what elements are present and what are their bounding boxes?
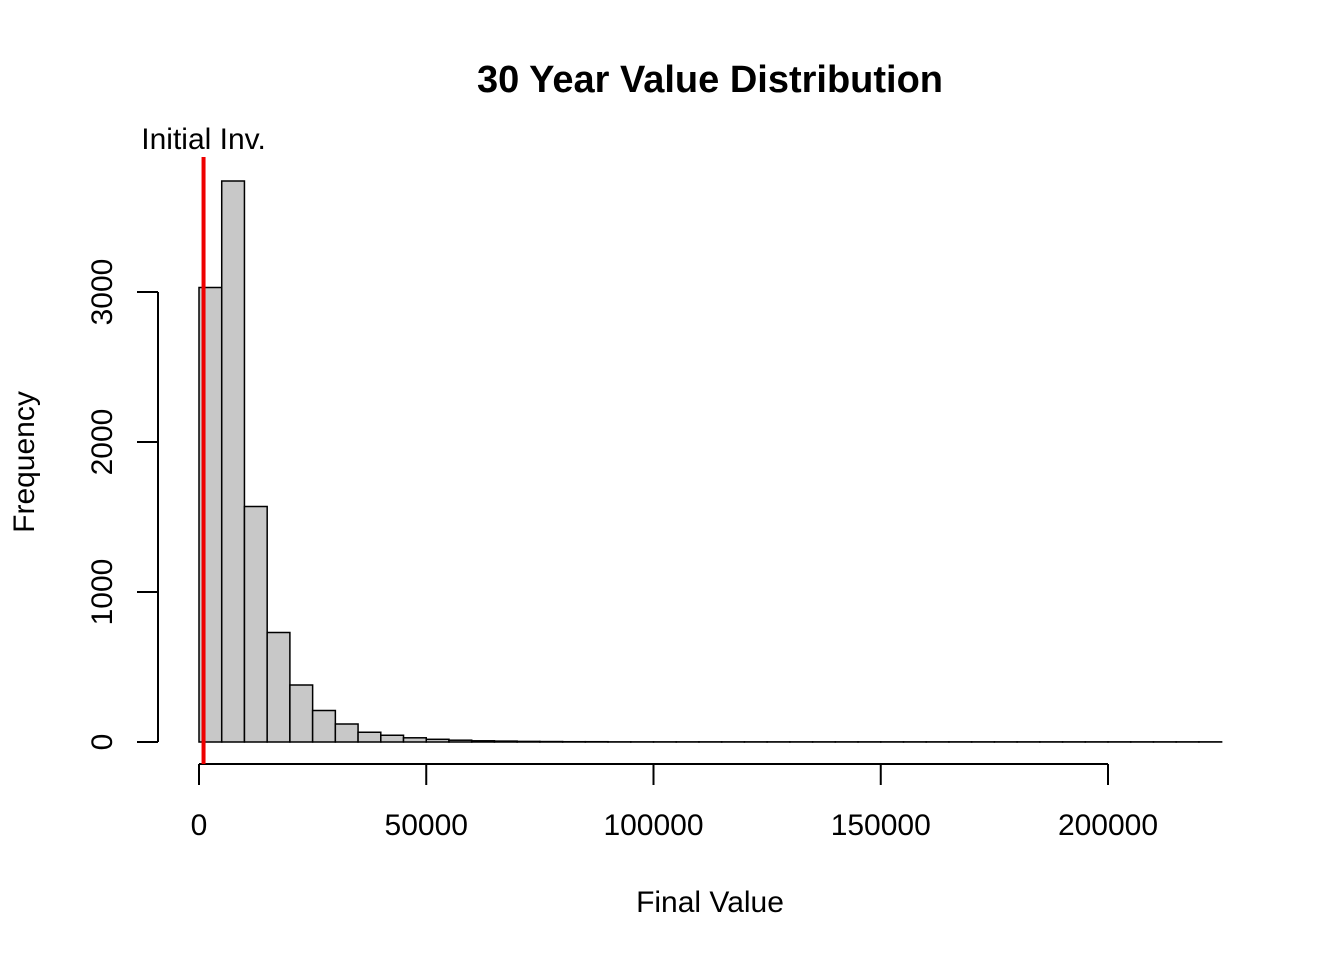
x-ticks: 0 50000 100000 150000 200000 [191, 764, 1158, 842]
histogram-bar [493, 740, 518, 743]
histogram-bar [334, 723, 359, 743]
histogram-bar [516, 740, 541, 743]
histogram-bar [380, 734, 405, 743]
x-tick-label: 200000 [1058, 809, 1158, 842]
y-tick-label: 2000 [86, 409, 119, 476]
y-axis-label: Frequency [8, 391, 41, 533]
histogram-bar [266, 631, 291, 743]
x-tick-label: 100000 [603, 809, 703, 842]
x-tick-label: 0 [191, 809, 208, 842]
histogram-bar [448, 739, 473, 743]
chart-title: 30 Year Value Distribution [477, 59, 943, 101]
bars-group [198, 180, 1223, 743]
y-ticks: 0 1000 2000 3000 [86, 259, 158, 751]
histogram-bar [470, 740, 496, 743]
y-tick-label: 1000 [86, 559, 119, 626]
histogram-bar [289, 684, 314, 743]
y-axis: 0 1000 2000 3000 Frequency [8, 259, 159, 751]
histogram-bar [243, 505, 268, 743]
histogram-bar [311, 709, 337, 743]
initial-investment-marker: Initial Inv. [141, 123, 266, 764]
x-tick-label: 150000 [831, 809, 931, 842]
histogram-bar [220, 180, 246, 743]
histogram-bar [425, 738, 450, 743]
x-tick-label: 50000 [385, 809, 468, 842]
y-tick-label: 0 [86, 734, 119, 751]
x-axis-label: Final Value [636, 886, 784, 919]
initial-investment-label: Initial Inv. [141, 123, 266, 156]
x-axis: 0 50000 100000 150000 200000 Final Value [191, 763, 1158, 919]
y-tick-label: 3000 [86, 259, 119, 326]
histogram-bar [402, 737, 427, 743]
histogram-bar [357, 731, 382, 743]
